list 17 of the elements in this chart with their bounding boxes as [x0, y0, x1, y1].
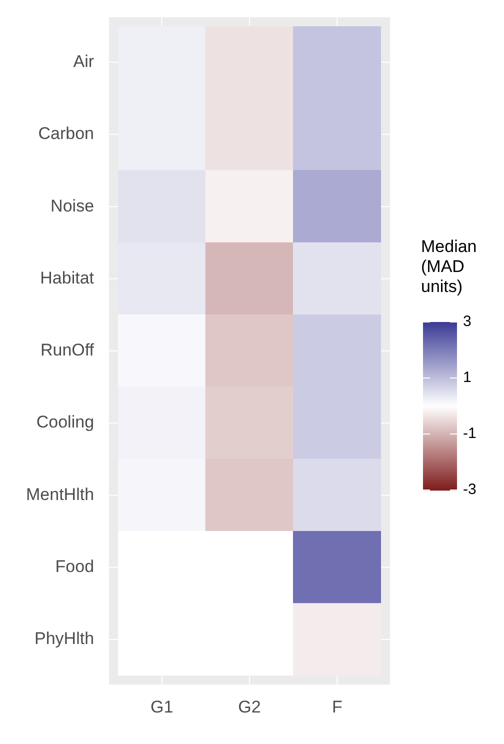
x-tick-label: F [332, 697, 342, 716]
y-tick-label: PhyHlth [34, 629, 94, 648]
x-tick-label: G2 [238, 697, 261, 716]
color-bar-label: -1 [463, 425, 476, 442]
color-bar-label: 1 [463, 369, 472, 386]
y-tick-label: Cooling [36, 412, 94, 432]
color-bar-label: -3 [463, 481, 476, 498]
y-tick-label: Food [55, 557, 94, 576]
y-tick-label: Carbon [38, 124, 94, 144]
y-tick-label: Noise [50, 196, 94, 216]
color-bar-label: 3 [463, 313, 472, 330]
legend-title: Median (MAD units) [421, 237, 477, 296]
y-tick-label: RunOff [40, 340, 94, 360]
x-tick-label: G1 [150, 697, 174, 716]
y-tick-label: Habitat [40, 268, 94, 288]
y-tick-label: MentHlth [26, 484, 94, 504]
y-tick-label: Air [73, 52, 94, 71]
